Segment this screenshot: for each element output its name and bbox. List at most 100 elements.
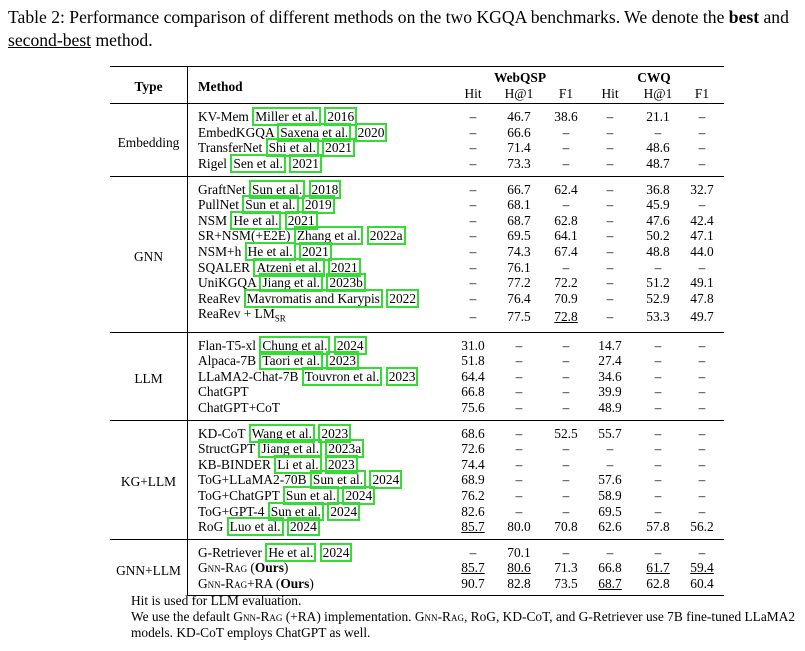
citation-year-link[interactable]: 2023a (325, 439, 365, 459)
citation-author-link[interactable]: Zhang et al. (293, 226, 364, 246)
metric-value: – (469, 290, 477, 306)
citation-author-link[interactable]: Chung et al. (259, 335, 331, 355)
citation-author-link[interactable]: Miller et al. (252, 107, 322, 127)
citation-author-link[interactable]: He et al. (230, 210, 282, 230)
metric-value: 77.5 (507, 309, 531, 325)
citation-year-link[interactable]: 2023 (326, 351, 359, 371)
metric-value: – (606, 309, 614, 325)
header-metric: Hit (584, 85, 636, 105)
method-label: ReaRev + LM (198, 306, 275, 322)
citation-year-link[interactable]: 2021 (327, 257, 361, 277)
citation-year-link[interactable]: 2024 (333, 335, 367, 355)
metric-value: – (606, 228, 614, 244)
metric-value: 72.8 (554, 309, 578, 325)
citation-year-link[interactable]: 2021 (322, 138, 355, 158)
metric-value: – (606, 140, 614, 156)
citation-year-link[interactable]: 2024 (369, 470, 403, 490)
citation-year-link[interactable]: 2020 (354, 122, 388, 142)
citation-year-link[interactable]: 2019 (301, 195, 335, 215)
group-type-label: KG+LLM (110, 419, 188, 540)
metric-value: 85.7 (461, 519, 485, 535)
metric-value: 62.8 (554, 212, 578, 228)
metric-value: – (469, 243, 477, 259)
metric-value: 34.6 (598, 368, 622, 384)
citation-year-link[interactable]: 2024 (327, 501, 361, 521)
metric-value: 70.9 (554, 290, 578, 306)
metric-value: – (548, 538, 584, 561)
citation-author-link[interactable]: Mavromatis and Karypis (243, 288, 383, 308)
header-metric: F1 (680, 85, 724, 105)
citation-year-link[interactable]: 2023 (324, 454, 358, 474)
citation-author-link[interactable]: Shi et al. (265, 138, 319, 158)
citation-author-link[interactable]: He et al. (244, 241, 296, 261)
citation-author-link[interactable]: He et al. (265, 542, 317, 562)
method-name: ToG+ChatGPT Sun et al. 2024 (187, 485, 456, 505)
citation-author-link[interactable]: Jiang et al. (259, 273, 324, 293)
header-row-metrics: Hit H@1 F1 Hit H@1 F1 (110, 85, 724, 105)
header-metric: H@1 (636, 85, 680, 105)
citation-author-link[interactable]: Sun et al. (267, 501, 324, 521)
method-label: RoG (198, 519, 224, 535)
table-row: PullNet Sun et al. 2019–68.1– –45.9– (110, 195, 724, 215)
citation-author-link[interactable]: Sun et al. (282, 485, 340, 505)
metric-value: – (654, 399, 662, 415)
citation-year-link[interactable]: 2022 (386, 288, 420, 308)
metric-value: – (515, 441, 523, 457)
metric-value: – (606, 275, 614, 291)
citation-author-link[interactable]: Wang et al. (248, 423, 316, 443)
caption-second-best: second-best (8, 30, 92, 50)
metric-value: 27.4 (598, 353, 622, 369)
citation-year-link[interactable]: 2024 (286, 517, 320, 537)
citation-author-link[interactable]: Sun et al. (248, 179, 306, 199)
metric-value: – (562, 456, 570, 472)
citation-year-link[interactable]: 2018 (308, 179, 342, 199)
metric-value: 73.5 (548, 575, 584, 597)
citation-author-link[interactable]: Sen et al. (230, 153, 286, 173)
citation-year-link[interactable]: 2022a (366, 226, 406, 246)
citation-author-link[interactable]: Luo et al. (226, 517, 284, 537)
citation-year-link[interactable]: 2023 (385, 366, 419, 386)
table-caption: Table 2: Performance comparison of diffe… (8, 6, 800, 52)
citation-year-link[interactable]: 2021 (284, 210, 318, 230)
method-label: G-Retriever (198, 544, 262, 560)
method-name: ToG+LLaMA2-70B Sun et al. 2024 (187, 470, 456, 490)
citation-year-link[interactable]: 2021 (298, 241, 332, 261)
citation-year-link[interactable]: 2023 (318, 423, 352, 443)
method-name: SQALER Atzeni et al. 2021 (187, 257, 456, 277)
metric-value: 66.6 (507, 124, 531, 140)
metric-value: – (515, 368, 523, 384)
citation-year-link[interactable]: 2024 (342, 485, 376, 505)
method-name: KB-BINDER Li et al. 2023 (187, 454, 456, 474)
metric-value: 82.6 (461, 503, 485, 519)
citation-author-link[interactable]: Atzeni et al. (253, 257, 325, 277)
header-metric: Hit (456, 85, 490, 105)
citation-year-link[interactable]: 2023b (326, 273, 366, 293)
method-name: TransferNet Shi et al. 2021 (187, 138, 456, 158)
method-name: Rigel Sen et al. 2021 (187, 153, 456, 177)
metric-value: 80.6 (507, 560, 531, 576)
citation-author-link[interactable]: Saxena et al. (277, 122, 352, 142)
metric-value: – (515, 503, 523, 519)
citation-author-link[interactable]: Taori et al. (259, 351, 323, 371)
citation-author-link[interactable]: Sun et al. (309, 470, 367, 490)
metric-value: 52.5 (548, 419, 584, 442)
header-row-groups: Type Method WebQSP CWQ (110, 65, 724, 105)
citation-year-link[interactable]: 2024 (319, 542, 353, 562)
citation-author-link[interactable]: Jiang et al. (258, 439, 323, 459)
metric-value: 69.5 (507, 228, 531, 244)
metric-value: – (680, 331, 724, 354)
metric-value: – (456, 538, 490, 561)
method-name: LLaMA2-Chat-7B Touvron et al. 2023 (187, 366, 456, 386)
citation-author-link[interactable]: Touvron et al. (301, 366, 383, 386)
metric-value: 60.4 (680, 575, 724, 597)
metric-value: 73.3 (507, 155, 531, 171)
metric-value: – (654, 124, 662, 140)
citation-author-link[interactable]: Sun et al. (242, 195, 299, 215)
citation-year-link[interactable]: 2016 (324, 107, 358, 127)
metric-value: 77.2 (507, 275, 531, 291)
metric-value: 50.2 (646, 228, 670, 244)
metric-value: – (469, 309, 477, 325)
citation-year-link[interactable]: 2021 (289, 153, 322, 173)
metric-value: – (515, 472, 523, 488)
citation-author-link[interactable]: Li et al. (274, 454, 322, 474)
